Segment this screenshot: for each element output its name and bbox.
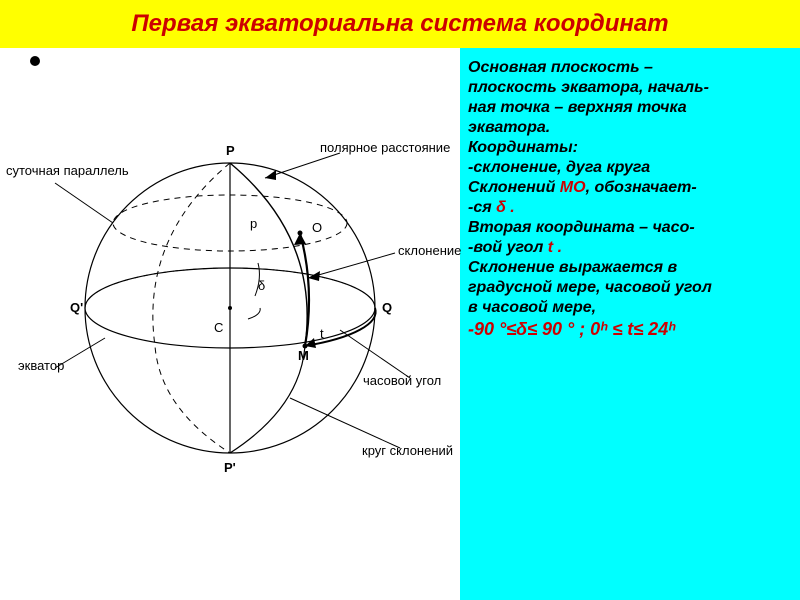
info-line: ная точка – верхняя точка	[468, 98, 792, 118]
info-line: -вой угол t .	[468, 238, 792, 258]
info-accent: МО	[560, 179, 586, 196]
label-p: p	[250, 216, 257, 231]
info-line: -склонение, дуга круга	[468, 158, 792, 178]
label-Pprime: P'	[224, 460, 236, 475]
info-line: Координаты:	[468, 138, 792, 158]
label-declination-circle: круг склонений	[362, 443, 453, 458]
label-P: P	[226, 143, 235, 158]
title-bar: Первая экваториальна система координат	[0, 0, 800, 48]
info-line: Вторая координата – часо-	[468, 218, 792, 238]
info-text: -ся	[468, 199, 496, 216]
info-line: экватора.	[468, 118, 792, 138]
info-line: Склонений МО, обозначает-	[468, 178, 792, 198]
diagram-panel: суточная параллель полярное расстояние с…	[0, 48, 460, 600]
label-polar-distance: полярное расстояние	[320, 140, 450, 155]
label-equator: экватор	[18, 358, 64, 373]
label-hour-angle: часовой угол	[363, 373, 441, 388]
label-O: O	[312, 220, 322, 235]
label-Qprime: Q'	[70, 300, 83, 315]
info-line: Склонение выражается в	[468, 258, 792, 278]
info-line: плоскость экватора, началь-	[468, 78, 792, 98]
label-Q: Q	[382, 300, 392, 315]
info-box: Основная плоскость – плоскость экватора,…	[460, 48, 800, 600]
info-text: , обозначает-	[586, 179, 697, 196]
info-text: -вой угол	[468, 239, 548, 256]
info-line: градусной мере, часовой угол	[468, 278, 792, 298]
label-delta: δ	[258, 278, 265, 293]
info-text: Склонений	[468, 179, 560, 196]
info-line: -ся δ .	[468, 198, 792, 218]
label-declination: склонение	[398, 243, 461, 258]
info-line: Основная плоскость –	[468, 58, 792, 78]
content: суточная параллель полярное расстояние с…	[0, 48, 800, 600]
label-C: C	[214, 320, 223, 335]
info-accent: δ .	[496, 199, 515, 216]
label-daily-parallel: суточная параллель	[6, 163, 129, 178]
info-line: в часовой мере,	[468, 298, 792, 318]
label-t: t	[320, 326, 324, 341]
page-title: Первая экваториальна система координат	[131, 10, 668, 38]
formula: -90 °≤δ≤ 90 ° ; 0ʰ ≤ t≤ 24ʰ	[468, 318, 792, 341]
info-accent: t .	[548, 239, 562, 256]
bullet-icon	[30, 56, 40, 66]
label-M: M	[298, 348, 309, 363]
